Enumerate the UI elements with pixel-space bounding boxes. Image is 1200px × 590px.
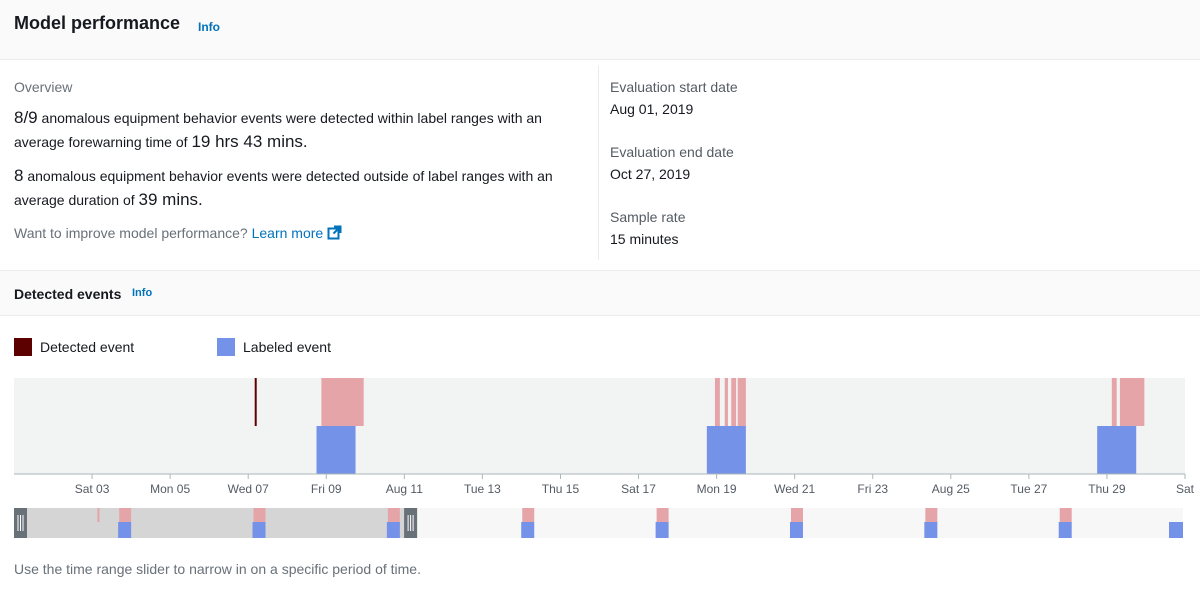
average-duration: 39 mins. [138,190,203,209]
outside-label-text: anomalous equipment behavior events were… [14,168,553,208]
outside-label-summary: 8 anomalous equipment behavior events we… [14,164,589,212]
detected-event-bar [714,378,720,426]
legend-labeled-label: Labeled event [243,339,331,355]
main-plot-marks [254,378,1145,474]
improve-text: Want to improve model performance? [14,225,248,241]
panel-header: Model performance Info [0,0,1200,60]
evaluation-start: Evaluation start date Aug 01, 2019 [610,79,738,117]
detected-events-info-link[interactable]: Info [132,287,153,299]
slider-hint: Use the time range slider to narrow in o… [14,561,421,577]
evaluation-start-value: Aug 01, 2019 [610,101,694,117]
overview-labeled-event [655,522,669,538]
x-tick-label: Wed 07 [228,482,269,496]
overview-detected-event [522,508,535,522]
legend-detected-label: Detected event [40,339,135,355]
slider-handle-left[interactable] [14,508,27,538]
x-tick-label: Thu 29 [1088,482,1126,496]
overview-detected-event [656,508,669,522]
overview-detected-event [925,508,938,522]
sample-rate: Sample rate 15 minutes [610,209,685,247]
legend-labeled-swatch [217,338,235,356]
evaluation-end-value: Oct 27, 2019 [610,166,691,182]
overview-labeled-event [789,522,803,538]
outside-label-count: 8 [14,166,24,185]
overview-labeled-event [252,522,266,538]
column-divider [598,66,599,260]
slider-selection[interactable] [14,508,418,538]
page-title: Model performance [14,13,181,33]
evaluation-end: Evaluation end date Oct 27, 2019 [610,144,734,182]
overview-label: Overview [14,79,73,95]
detected-events-header: Detected events Info [0,270,1200,316]
x-tick-label: Thu 15 [542,482,580,496]
overview-labeled-event [1058,522,1072,538]
labeled-event-bar [1097,426,1137,474]
x-tick-label: Sat [1176,482,1195,496]
overview-labeled-event [521,522,535,538]
learn-more-link[interactable]: Learn more [252,225,343,241]
x-tick-label: Aug 11 [386,482,423,496]
within-label-ratio: 8/9 [14,108,38,127]
events-timeline-chart: Sat 03 Mon 05 Wed 07 Fri 09 Aug 11 Tue 13 Thu … [14,378,1195,538]
overview-detected-event [790,508,803,522]
detected-event-bar [731,378,737,426]
overview-detected-event [253,508,266,522]
detected-event-marker [254,378,257,426]
x-tick-label: Mon 19 [697,482,737,496]
evaluation-start-label: Evaluation start date [610,79,738,95]
detected-event-bar [724,378,728,426]
within-label-text: anomalous equipment behavior events were… [14,110,542,150]
slider-handle-right[interactable] [404,508,418,538]
improve-prompt: Want to improve model performance? Learn… [14,225,342,243]
detected-event-bar [1119,378,1145,426]
sample-rate-value: 15 minutes [610,231,679,247]
legend-detected-event: Detected event [14,338,134,356]
external-link-icon [327,225,342,243]
x-tick-label: Fri 23 [857,482,888,496]
overview-detected-marker [97,508,100,522]
detected-events-title: Detected events [14,286,122,302]
legend-labeled-event: Labeled event [217,338,331,356]
overview-labeled-event [1169,522,1183,538]
learn-more-label: Learn more [251,225,324,241]
labeled-event-bar [316,426,356,474]
x-tick-label: Aug 25 [932,482,970,496]
overview-detected-event [1059,508,1072,522]
plot-background [14,378,1185,474]
x-tick-label: Wed 21 [774,482,815,496]
overview-detected-event [119,508,132,522]
sample-rate-label: Sample rate [610,209,686,225]
within-label-summary: 8/9 anomalous equipment behavior events … [14,106,589,154]
x-tick-label: Tue 27 [1010,482,1047,496]
overview-labeled-event [924,522,938,538]
overview-labeled-event [118,522,132,538]
evaluation-end-label: Evaluation end date [610,144,734,160]
header-info-link[interactable]: Info [198,20,220,34]
overview-strip [14,508,1183,538]
x-tick-label: Mon 05 [150,482,190,496]
x-tick-label: Sat 17 [621,482,656,496]
forewarning-time: 19 hrs 43 mins. [191,132,308,151]
detected-event-bar [1111,378,1117,426]
overview-labeled-event [386,522,400,538]
legend-detected-swatch [14,338,32,356]
labeled-event-bar [706,426,746,474]
detected-event-bar [737,378,746,426]
x-axis-ticks: Sat 03 Mon 05 Wed 07 Fri 09 Aug 11 Tue 13 Thu … [75,474,1195,496]
overview-detected-event [387,508,400,522]
x-tick-label: Fri 09 [311,482,342,496]
x-tick-label: Sat 03 [75,482,110,496]
x-tick-label: Tue 13 [464,482,501,496]
detected-event-bar [321,378,364,426]
